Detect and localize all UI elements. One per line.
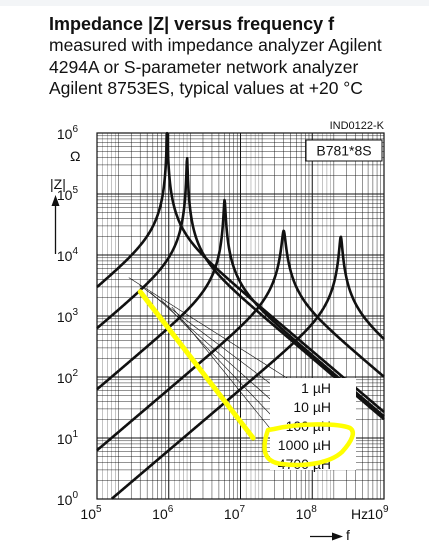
- x-axis-arrow: [310, 532, 343, 541]
- curve-2: [96, 229, 385, 452]
- x-tick-label: 109: [367, 504, 389, 522]
- x-tick-base: 10: [224, 506, 240, 522]
- highlight-circle: [262, 422, 355, 468]
- chart-description: measured with impedance analyzer Agilent…: [49, 35, 382, 98]
- y-tick-base: 10: [57, 187, 73, 203]
- y-tick-exp: 5: [72, 185, 78, 196]
- plot-border: [96, 132, 385, 500]
- part-number-box: [305, 139, 383, 162]
- part-number: B781*8S: [316, 143, 371, 159]
- legend-item: 1 µH: [301, 380, 331, 396]
- y-tick-exp: 1: [72, 429, 78, 440]
- doc-code: IND0122-K: [330, 120, 385, 132]
- x-tick-exp: 6: [168, 504, 174, 515]
- y-tick-label: 100: [57, 490, 79, 508]
- chart-header: Impedance |Z| versus frequency f measure…: [49, 13, 424, 100]
- y-tick-exp: 2: [72, 368, 78, 379]
- y-tick-base: 10: [57, 370, 73, 386]
- y-tick-label: 104: [57, 246, 79, 264]
- x-tick-exp: 8: [311, 504, 317, 515]
- x-tick-label: 105: [80, 504, 102, 522]
- y-axis-label: |Z|: [50, 176, 66, 192]
- highlight-annotation: [137, 289, 355, 468]
- y-tick-label: 105: [57, 185, 79, 203]
- curve-3: [96, 198, 385, 418]
- x-tick-labels: 105 106 107 108 109: [80, 504, 389, 522]
- x-unit: Hz: [351, 506, 368, 522]
- legend-item: 10 µH: [293, 399, 331, 415]
- grid: [96, 133, 384, 500]
- x-tick-label: 107: [224, 504, 246, 522]
- y-tick-base: 10: [57, 248, 73, 264]
- y-unit: Ω: [70, 148, 80, 164]
- legend-item: 1000 µH: [278, 437, 331, 453]
- y-tick-exp: 3: [72, 307, 78, 318]
- y-tick-exp: 6: [72, 124, 78, 135]
- y-tick-label: 106: [57, 124, 79, 142]
- x-axis-label: f: [346, 527, 350, 543]
- y-tick-base: 10: [57, 126, 73, 142]
- y-tick-base: 10: [57, 492, 73, 508]
- y-tick-base: 10: [57, 431, 73, 447]
- x-tick-exp: 5: [96, 504, 102, 515]
- chart-title: Impedance |Z| versus frequency f: [49, 14, 335, 34]
- y-tick-label: 103: [57, 307, 79, 325]
- x-tick-base: 10: [80, 506, 96, 522]
- y-tick-exp: 0: [72, 490, 78, 501]
- x-tick-label: 106: [152, 504, 174, 522]
- x-tick-base: 10: [152, 506, 168, 522]
- top-strip: [0, 0, 429, 6]
- y-axis-arrow: [51, 195, 60, 254]
- impedance-curves: [96, 131, 385, 500]
- y-tick-base: 10: [57, 309, 73, 325]
- x-tick-base: 10: [367, 506, 383, 522]
- y-tick-exp: 4: [72, 246, 78, 257]
- y-tick-label: 101: [57, 429, 79, 447]
- curve-1: [110, 235, 385, 500]
- x-tick-exp: 9: [383, 504, 389, 515]
- x-tick-exp: 7: [240, 504, 246, 515]
- curve-5: [96, 131, 385, 414]
- x-tick-base: 10: [296, 506, 312, 522]
- highlight-line: [137, 289, 256, 441]
- x-tick-label: 108: [296, 504, 318, 522]
- y-tick-label: 102: [57, 368, 79, 386]
